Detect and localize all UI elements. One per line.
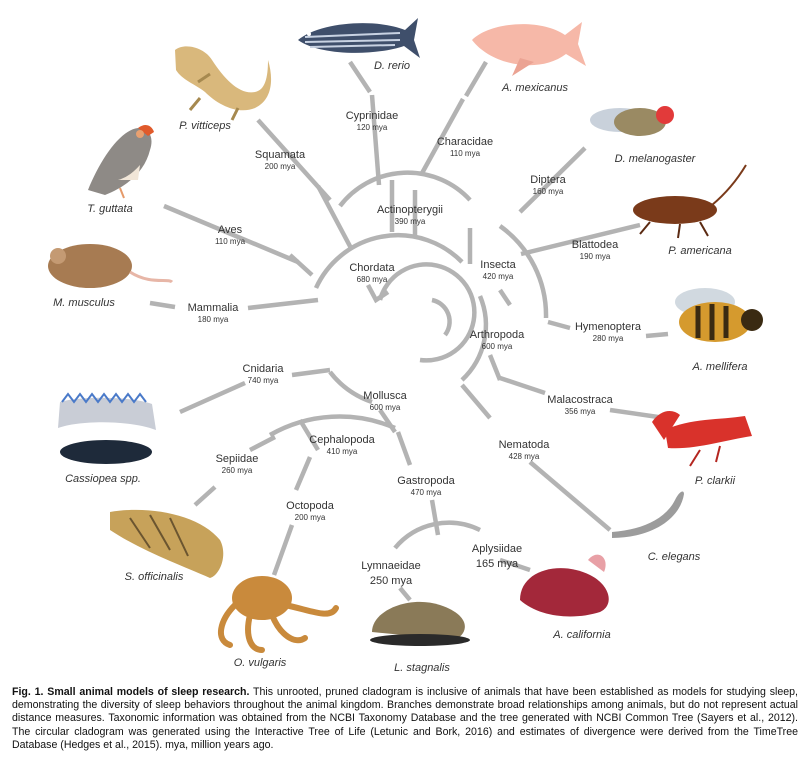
clade-malacostraca-name: Malacostraca: [547, 394, 613, 406]
branches: [149, 60, 669, 602]
clade-malacostraca-mya: 356 mya: [565, 407, 596, 416]
species-d-melanogaster: D. melanogaster: [615, 153, 697, 165]
species-labels: D. rerio A. mexicanus P. vitticeps T. gu…: [53, 60, 747, 674]
clade-blattodea-mya: 190 mya: [580, 252, 611, 261]
clade-characidae-name: Characidae: [437, 136, 493, 148]
clade-lymnaeidae-name: Lymnaeidae: [361, 560, 421, 572]
clade-lymnaeidae-mya: 250 mya: [370, 575, 413, 587]
species-a-mellifera: A. mellifera: [691, 361, 747, 373]
clade-cyprinidae-mya: 120 mya: [357, 123, 388, 132]
species-p-vitticeps: P. vitticeps: [179, 120, 231, 132]
clade-chordata-name: Chordata: [349, 262, 395, 274]
clade-cephalopoda-name: Cephalopoda: [309, 434, 375, 446]
clade-aplysiidae-name: Aplysiidae: [472, 543, 522, 555]
clade-mammalia-mya: 180 mya: [198, 315, 229, 324]
clade-cnidaria-name: Cnidaria: [243, 363, 285, 375]
clade-sepiidae-mya: 260 mya: [222, 466, 253, 475]
clade-nematoda-name: Nematoda: [499, 439, 551, 451]
clade-octopoda-name: Octopoda: [286, 500, 335, 512]
species-o-vulgaris: O. vulgaris: [234, 657, 287, 669]
clade-octopoda-mya: 200 mya: [295, 513, 326, 522]
clade-hymenoptera-name: Hymenoptera: [575, 321, 642, 333]
species-m-musculus: M. musculus: [53, 297, 115, 309]
figure-caption: Fig. 1. Small animal models of sleep res…: [12, 686, 798, 752]
clade-aves-name: Aves: [218, 224, 243, 236]
cockroach-illustration: [633, 164, 747, 239]
clade-sepiidae-name: Sepiidae: [216, 453, 259, 465]
species-d-rerio: D. rerio: [374, 60, 410, 72]
clade-actinopterygii-name: Actinopterygii: [377, 204, 443, 216]
central-rings: [313, 233, 489, 405]
clade-cyprinidae-name: Cyprinidae: [346, 110, 399, 122]
clade-blattodea-name: Blattodea: [572, 239, 619, 251]
bearded-dragon-illustration: [175, 46, 272, 121]
clade-arthropoda-name: Arthropoda: [470, 329, 525, 341]
clade-chordata-mya: 680 mya: [357, 275, 388, 284]
clade-insecta-name: Insecta: [480, 259, 516, 271]
clade-mammalia-name: Mammalia: [188, 302, 240, 314]
clade-gastropoda-name: Gastropoda: [397, 475, 455, 487]
clade-actinopterygii-mya: 390 mya: [395, 217, 426, 226]
clade-aves-mya: 110 mya: [215, 237, 246, 246]
octopus-illustration: [218, 576, 339, 653]
species-l-stagnalis: L. stagnalis: [394, 662, 450, 674]
pond-snail-illustration: [370, 601, 470, 646]
c-elegans-illustration: [612, 491, 684, 538]
cuttlefish-illustration: [110, 509, 224, 578]
zebrafish-illustration: [298, 18, 420, 58]
caption-body: This unrooted, pruned cladogram is inclu…: [12, 686, 798, 751]
crayfish-illustration: [652, 410, 752, 467]
caption-title: Fig. 1. Small animal models of sleep res…: [12, 686, 250, 698]
clade-mollusca-name: Mollusca: [363, 390, 407, 402]
clade-mollusca-mya: 600 mya: [370, 403, 401, 412]
clade-hymenoptera-mya: 280 mya: [593, 334, 624, 343]
clade-nematoda-mya: 428 mya: [509, 452, 540, 461]
clade-labels: Chordata 680 mya Actinopterygii 390 mya …: [188, 110, 642, 587]
species-p-clarkii: P. clarkii: [695, 475, 736, 487]
species-p-americana: P. americana: [668, 245, 731, 257]
animal-illustrations: [48, 18, 763, 653]
clade-cnidaria-mya: 740 mya: [248, 376, 279, 385]
fruit-fly-illustration: [590, 106, 674, 136]
clade-aplysiidae-mya: 165 mya: [476, 558, 519, 570]
zebra-finch-illustration: [88, 125, 154, 199]
clade-gastropoda-mya: 470 mya: [411, 488, 442, 497]
clade-arthropoda-mya: 600 mya: [482, 342, 513, 351]
clade-diptera-name: Diptera: [530, 174, 566, 186]
cavefish-illustration: [472, 22, 586, 76]
clade-squamata-name: Squamata: [255, 149, 306, 161]
clade-squamata-mya: 200 mya: [265, 162, 296, 171]
clade-insecta-mya: 420 mya: [483, 272, 514, 281]
species-a-mexicanus: A. mexicanus: [501, 82, 569, 94]
honey-bee-illustration: [675, 288, 763, 342]
clade-characidae-mya: 110 mya: [450, 149, 481, 158]
species-t-guttata: T. guttata: [87, 203, 132, 215]
clade-diptera-mya: 160 mya: [533, 187, 564, 196]
clade-cephalopoda-mya: 410 mya: [327, 447, 358, 456]
species-a-californica: A. california: [552, 629, 610, 641]
cladogram-figure: Chordata 680 mya Actinopterygii 390 mya …: [48, 18, 763, 674]
mouse-illustration: [48, 244, 174, 288]
species-s-officinalis: S. officinalis: [125, 571, 184, 583]
aplysia-illustration: [520, 554, 609, 617]
species-cassiopea: Cassiopea spp.: [65, 473, 141, 485]
species-c-elegans: C. elegans: [648, 551, 701, 563]
jellyfish-illustration: [58, 392, 156, 464]
